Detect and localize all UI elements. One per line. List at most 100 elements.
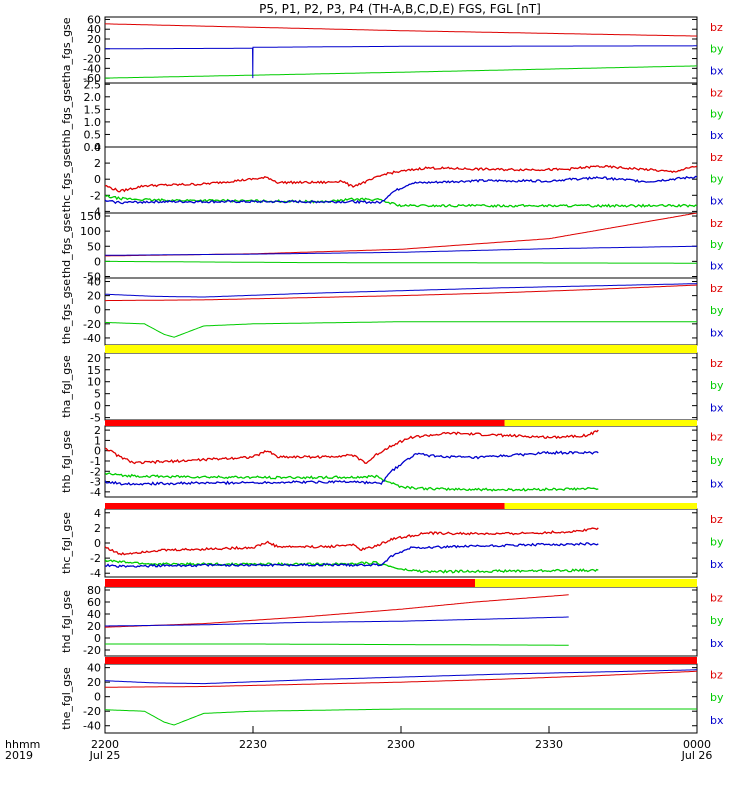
y-tick-label: 20 xyxy=(87,290,101,303)
time-tick-date: Jul 26 xyxy=(681,749,713,762)
y-tick-label: 2 xyxy=(94,522,101,535)
legend-bz: bz xyxy=(710,217,723,230)
legend-by: by xyxy=(710,614,724,627)
series-line-bx xyxy=(105,669,697,685)
y-tick-label: 40 xyxy=(87,608,101,621)
series-line-by xyxy=(105,708,697,726)
legend-bx: bx xyxy=(710,401,724,414)
plot-title: P5, P1, P2, P3, P4 (TH-A,B,C,D,E) FGS, F… xyxy=(259,2,541,16)
y-tick-label: -3 xyxy=(90,476,101,489)
legend-by: by xyxy=(710,108,724,121)
status-bar xyxy=(105,657,697,664)
y-tick-label: 60 xyxy=(87,596,101,609)
legend-bx: bx xyxy=(710,260,724,273)
status-bar xyxy=(105,579,697,587)
legend-bx: bx xyxy=(710,194,724,207)
y-tick-label: -4 xyxy=(90,205,101,218)
legend-bx: bx xyxy=(710,64,724,77)
y-tick-label: 0 xyxy=(94,445,101,458)
series-line-by xyxy=(105,643,569,646)
panel-frame xyxy=(104,212,698,279)
y-axis-label: thb_fgl_gse xyxy=(60,430,73,493)
series-line-bz xyxy=(105,670,697,688)
y-tick-label: -1 xyxy=(90,455,101,468)
y-tick-label: 0.5 xyxy=(84,128,102,141)
y-tick-label: 40 xyxy=(87,23,101,36)
time-axis-label-year: 2019 xyxy=(5,749,33,762)
series-line-bz xyxy=(105,429,599,465)
y-tick-label: 4 xyxy=(94,141,101,154)
series-group xyxy=(105,527,599,574)
y-tick-label: 80 xyxy=(87,584,101,597)
y-tick-label: 0 xyxy=(94,691,101,704)
y-tick-label: -60 xyxy=(83,72,101,85)
time-axis-label-hhmm: hhmm xyxy=(5,738,40,751)
status-bar-segment xyxy=(475,579,697,587)
series-group xyxy=(105,283,697,338)
time-tick-date: Jul 25 xyxy=(89,749,121,762)
panel-thc-fgl-gse: 4 2 0 -2 -4 thc_fgl_gse bz by bx xyxy=(60,507,724,580)
y-tick-label: -20 xyxy=(83,644,101,657)
y-tick-label: -2 xyxy=(90,552,101,565)
y-tick-label: 60 xyxy=(87,13,101,26)
y-tick-label: 1.5 xyxy=(84,103,102,116)
series-group xyxy=(105,669,697,726)
y-axis-label: thb_fgs_gse xyxy=(60,82,73,148)
y-tick-label: -40 xyxy=(83,720,101,733)
y-tick-label: 0.0 xyxy=(84,141,102,154)
series-line-bz xyxy=(105,23,697,37)
y-tick-label: 0 xyxy=(94,304,101,317)
series-line-bx xyxy=(105,175,697,205)
legend-bx: bx xyxy=(710,129,724,142)
y-axis-label: tha_fgl_gse xyxy=(60,355,73,418)
y-tick-label: 1.0 xyxy=(84,116,102,129)
legend-by: by xyxy=(710,43,724,56)
panel-frame xyxy=(104,82,698,148)
status-bar-segment xyxy=(105,345,697,353)
legend-bx: bx xyxy=(710,714,724,727)
y-axis-label: thc_fgs_gse xyxy=(60,148,73,213)
legend-by: by xyxy=(710,304,724,317)
time-tick-label: 2230 xyxy=(239,738,267,751)
y-tick-label: -4 xyxy=(90,486,101,499)
y-tick-label: 0 xyxy=(94,255,101,268)
status-bar-segment xyxy=(105,657,697,664)
legend-bx: bx xyxy=(710,637,724,650)
status-bars-group xyxy=(105,345,697,664)
series-line-bx xyxy=(105,616,569,627)
y-tick-label: -2 xyxy=(90,189,101,202)
panel-thc-fgs-gse: 4 2 0 -2 -4 thc_fgs_gse bz by bx xyxy=(60,141,724,218)
series-group xyxy=(105,429,599,492)
y-tick-label: -4 xyxy=(90,567,101,580)
series-line-bx xyxy=(105,245,697,256)
y-tick-label: 1 xyxy=(94,434,101,447)
series-line-bz xyxy=(105,284,697,302)
legend-by: by xyxy=(710,173,724,186)
status-bar xyxy=(105,345,697,353)
series-line-bz xyxy=(105,594,569,628)
y-tick-label: 4 xyxy=(94,507,101,520)
y-tick-label: -40 xyxy=(83,62,101,75)
status-bar-segment xyxy=(105,503,505,509)
y-tick-label: 0 xyxy=(94,537,101,550)
y-tick-label: -20 xyxy=(83,705,101,718)
legend-bz: bz xyxy=(710,668,723,681)
y-tick-label: 40 xyxy=(87,276,101,289)
status-bar-segment xyxy=(504,420,697,426)
legend-bz: bz xyxy=(710,357,723,370)
time-tick-label: 2200 xyxy=(91,738,119,751)
series-line-bz xyxy=(105,213,697,257)
legend-bz: bz xyxy=(710,151,723,164)
panel-thb-fgs-gse: 2.52.01.51.00.50.0 thb_fgs_gse bz by bx xyxy=(60,78,724,154)
status-bar xyxy=(105,420,697,426)
time-tick-label: 2300 xyxy=(387,738,415,751)
y-tick-label: 100 xyxy=(80,225,101,238)
y-tick-label: -40 xyxy=(83,332,101,345)
y-tick-label: 50 xyxy=(87,240,101,253)
y-tick-label: -50 xyxy=(83,270,101,283)
y-tick-label: 15 xyxy=(87,364,101,377)
